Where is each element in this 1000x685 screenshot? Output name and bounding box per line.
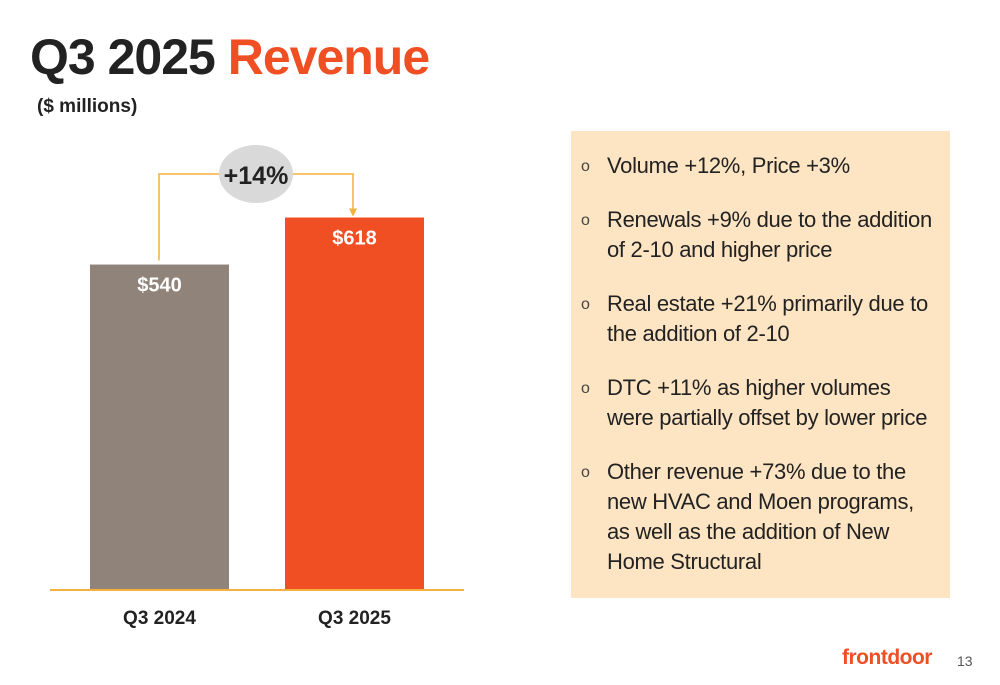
connector-arrow-icon	[349, 208, 357, 217]
commentary-list: o Volume +12%, Price +3% o Renewals +9% due…	[581, 151, 942, 577]
bullet-marker-icon: o	[581, 212, 590, 229]
data-label: $618	[332, 228, 377, 250]
revenue-bar-chart: $540 Q3 2024 $618 Q3 2025 +14%	[50, 145, 464, 629]
page-title: Q3 2025 Revenue	[30, 28, 430, 86]
frontdoor-logo: frontdoor	[842, 646, 932, 669]
commentary-item: o Volume +12%, Price +3%	[581, 151, 942, 181]
bullet-marker-icon: o	[581, 296, 590, 313]
data-label: $540	[137, 275, 182, 297]
bullet-marker-icon: o	[581, 158, 590, 175]
x-tick-label: Q3 2024	[123, 608, 196, 629]
commentary-item: o Real estate +21% primarily due to the a…	[581, 289, 942, 349]
x-tick-label: Q3 2025	[318, 608, 391, 629]
commentary-text: Renewals +9% due to the addition of 2-10…	[607, 207, 932, 262]
commentary-text: Real estate +21% primarily due to the ad…	[607, 291, 928, 346]
bar-q3-2024	[90, 264, 229, 590]
commentary-text: DTC +11% as higher volumes were partiall…	[607, 375, 928, 430]
commentary-item: o Other revenue +73% due to the new HVAC …	[581, 457, 942, 577]
growth-badge	[219, 145, 293, 203]
bar-q3-2025	[285, 217, 424, 590]
commentary-item: o Renewals +9% due to the addition of 2-1…	[581, 205, 942, 265]
page-number: 13	[957, 653, 973, 669]
growth-annotation: +14%	[224, 162, 289, 190]
commentary-panel: o Volume +12%, Price +3% o Renewals +9% due…	[571, 131, 950, 598]
commentary-text: Volume +12%, Price +3%	[607, 153, 850, 178]
bullet-marker-icon: o	[581, 464, 590, 481]
commentary-item: o DTC +11% as higher volumes were partial…	[581, 373, 942, 433]
title-main: Q3 2025	[30, 29, 216, 85]
commentary-text: Other revenue +73% due to the new HVAC a…	[607, 459, 914, 574]
bullet-marker-icon: o	[581, 380, 590, 397]
title-accent: Revenue	[227, 29, 430, 85]
page-subtitle: ($ millions)	[37, 96, 138, 117]
